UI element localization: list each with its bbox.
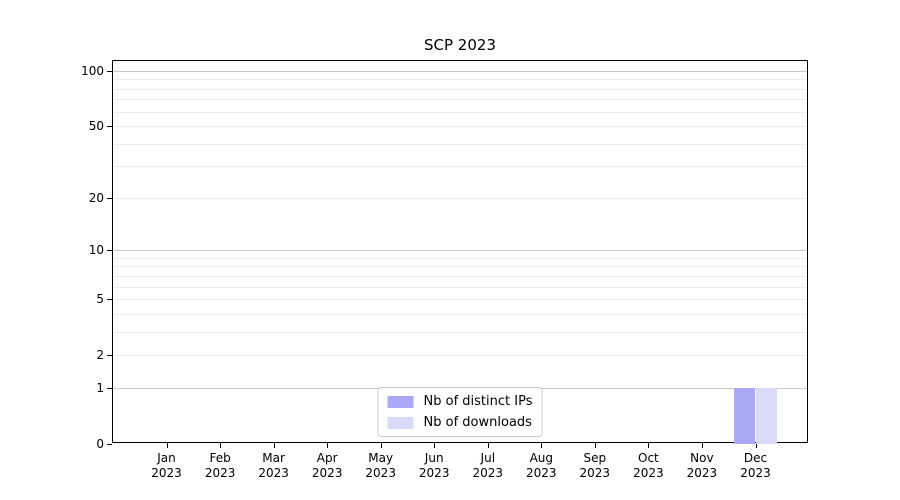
y-tick-mark <box>107 444 112 445</box>
x-tick-mark <box>273 443 275 448</box>
legend-label: Nb of downloads <box>423 415 532 430</box>
x-tick-label: Jul 2023 <box>472 451 504 480</box>
minor-gridline <box>113 143 807 145</box>
x-tick-mark <box>755 443 757 448</box>
y-tick-mark <box>107 387 112 389</box>
bar-dec-2023-s0 <box>734 387 756 444</box>
x-tick-label: Jun 2023 <box>418 451 450 480</box>
minor-gridline <box>113 79 807 81</box>
x-tick-mark <box>220 443 222 448</box>
legend-entry: Nb of downloads <box>387 415 533 430</box>
minor-gridline <box>113 355 807 357</box>
x-tick-mark <box>487 443 489 448</box>
y-tick-label: 20 <box>88 190 104 205</box>
y-tick-label: 5 <box>96 292 104 307</box>
y-tick-label: 10 <box>88 243 104 258</box>
x-tick-label: Mar 2023 <box>258 451 289 480</box>
y-tick-mark <box>107 197 112 199</box>
y-tick-mark <box>107 126 112 127</box>
x-tick-label: Jan 2023 <box>151 451 182 480</box>
minor-gridline <box>113 111 807 113</box>
minor-gridline <box>113 331 807 333</box>
x-tick-mark <box>434 443 436 448</box>
chart-title: SCP 2023 <box>424 36 496 54</box>
x-tick-mark <box>648 443 650 448</box>
y-tick-mark <box>107 299 112 301</box>
y-tick-label: 1 <box>96 380 104 395</box>
x-tick-label: Apr 2023 <box>311 451 343 480</box>
minor-gridline <box>113 197 807 199</box>
x-tick-mark <box>327 443 329 448</box>
x-tick-label: May 2023 <box>365 451 396 480</box>
y-tick-label: 50 <box>88 119 104 133</box>
x-tick-mark <box>701 443 703 448</box>
minor-gridline <box>113 266 807 268</box>
legend-label: Nb of distinct IPs <box>423 394 533 409</box>
y-tick-label: 2 <box>96 348 104 363</box>
x-tick-label: Dec 2023 <box>740 451 771 480</box>
major-gridline <box>113 70 807 72</box>
y-tick-mark <box>107 355 112 357</box>
x-tick-mark <box>594 443 596 448</box>
x-tick-label: Oct 2023 <box>633 451 664 480</box>
y-tick-label: 0 <box>96 437 104 451</box>
minor-gridline <box>113 313 807 315</box>
y-tick-mark <box>107 250 112 252</box>
legend-swatch-icon <box>387 416 414 429</box>
y-tick-label: 100 <box>81 63 104 78</box>
minor-gridline <box>113 257 807 259</box>
minor-gridline <box>113 88 807 90</box>
minor-gridline <box>113 286 807 288</box>
major-gridline <box>113 250 807 252</box>
minor-gridline <box>113 299 807 301</box>
minor-gridline <box>113 99 807 101</box>
x-tick-label: Aug 2023 <box>526 451 557 480</box>
x-tick-label: Sep 2023 <box>579 451 611 480</box>
x-tick-label: Nov 2023 <box>686 451 718 480</box>
minor-gridline <box>113 126 807 127</box>
bar-dec-2023-s1 <box>755 387 777 444</box>
legend-entry: Nb of distinct IPs <box>387 394 533 409</box>
y-tick-mark <box>107 70 112 72</box>
x-tick-mark <box>166 443 168 448</box>
x-tick-mark <box>380 443 382 448</box>
legend-swatch-icon <box>387 395 414 408</box>
minor-gridline <box>113 275 807 277</box>
legend: Nb of distinct IPs Nb of downloads <box>377 387 543 437</box>
minor-gridline <box>113 166 807 168</box>
x-tick-label: Feb 2023 <box>204 451 236 480</box>
x-tick-mark <box>541 443 543 448</box>
plot-area: Nb of distinct IPs Nb of downloads 0 1 2 5 10… <box>81 60 808 480</box>
